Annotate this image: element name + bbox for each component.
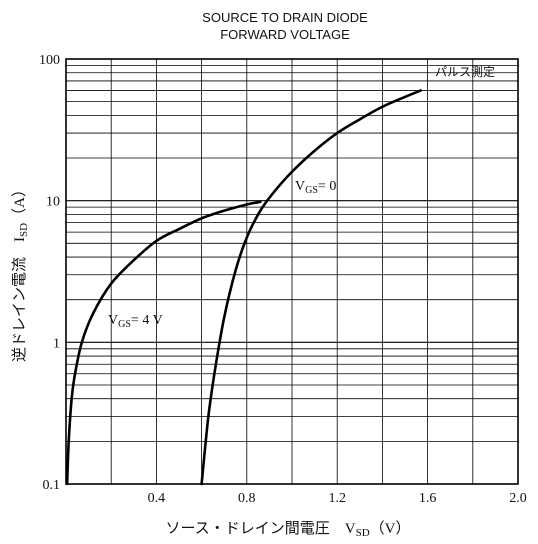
plot-frame [65, 58, 519, 485]
y-tick-label: 100 [39, 53, 60, 68]
x-axis-label: ソース・ドレイン間電圧 VSD（V） [166, 520, 411, 539]
chart-title-line-1: SOURCE TO DRAIN DIODE [202, 10, 368, 25]
y-tick-label: 1 [53, 336, 60, 351]
curve-label-vgs-4v: VGS= 4 V [108, 313, 163, 330]
y-tick-label: 0.1 [43, 478, 61, 493]
y-tick-labels: 0.1 1 10 100 [39, 53, 60, 493]
curves [65, 89, 423, 486]
curve-label-vgs-0: VGS= 0 [295, 179, 336, 196]
pulse-measurement-note: パルス測定 [435, 64, 495, 79]
x-tick-label: 1.2 [328, 491, 346, 506]
x-tick-label: 1.6 [419, 491, 437, 506]
x-tick-label: 0.4 [148, 491, 166, 506]
y-tick-label: 10 [46, 195, 60, 210]
curve-vgs-0 [200, 89, 423, 486]
y-axis-label: 逆ドレイン電流 ISD（A） [11, 182, 30, 362]
grid [66, 59, 518, 484]
x-tick-label: 0.8 [238, 491, 256, 506]
x-tick-label: 2.0 [509, 491, 527, 506]
x-tick-labels: 0.4 0.8 1.2 1.6 2.0 [148, 491, 527, 506]
curve-vgs-4v [65, 200, 262, 486]
chart-title-line-2: FORWARD VOLTAGE [220, 27, 350, 42]
